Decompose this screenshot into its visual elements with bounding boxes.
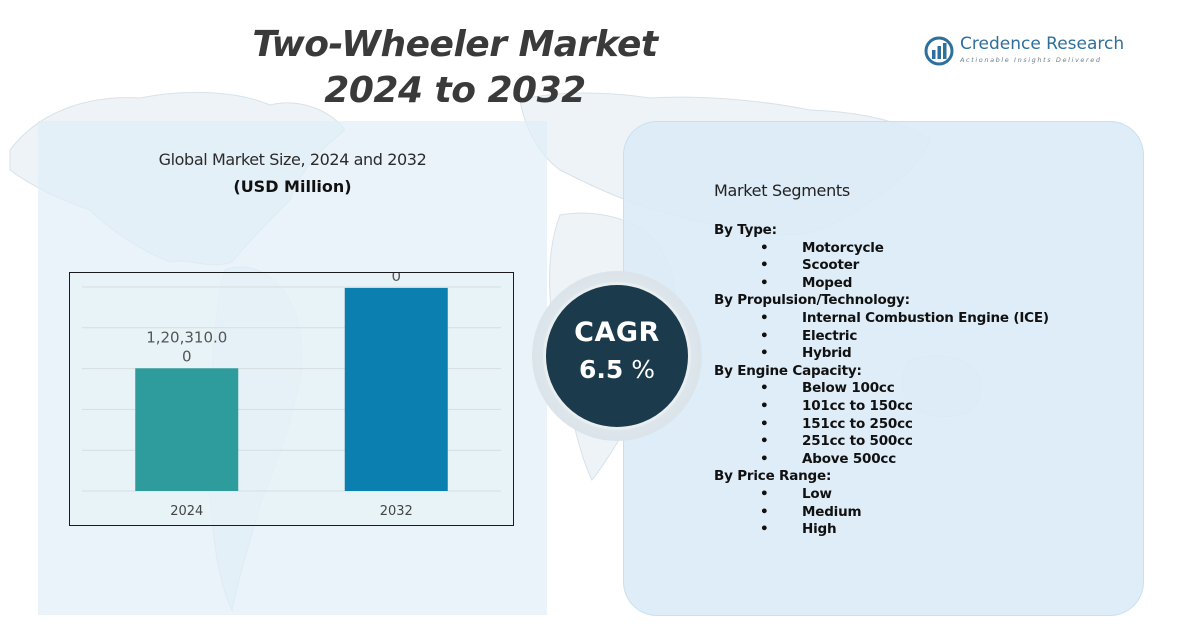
segment-item-label: Medium xyxy=(802,503,862,520)
segment-item-label: Motorcycle xyxy=(802,239,884,256)
segment-item: • Scooter xyxy=(714,257,1114,275)
x-tick-label: 2032 xyxy=(380,504,413,519)
segment-item: • Below 100cc xyxy=(714,380,1114,398)
cagr-value: 6.5 xyxy=(578,355,624,384)
bullet-icon: • xyxy=(760,397,769,414)
segment-group-title: By Price Range: xyxy=(714,468,832,485)
title-line-2: 2024 to 2032 xyxy=(324,70,586,111)
segment-item-label: Internal Combustion Engine (ICE) xyxy=(802,309,1049,326)
chart-title: Global Market Size, 2024 and 2032 xyxy=(158,150,427,169)
segment-item: • Above 500cc xyxy=(714,451,1114,469)
bar-value-label: 1,99,112.50 xyxy=(356,273,437,285)
segment-group-title: By Engine Capacity: xyxy=(714,362,862,379)
segments-heading: Market Segments xyxy=(714,181,850,200)
bullet-icon: • xyxy=(760,274,769,291)
segment-item: • Moped xyxy=(714,275,1114,293)
segment-group-title: By Propulsion/Technology: xyxy=(714,292,910,309)
bar-2024 xyxy=(135,368,239,491)
cagr-label: CAGR xyxy=(574,317,660,348)
segment-item-label: 151cc to 250cc xyxy=(802,415,913,432)
bar-chart: 1,20,310.00 2024 1,99,112.50 2032 xyxy=(82,273,501,519)
bullet-icon: • xyxy=(760,521,769,538)
segment-item: • Electric xyxy=(714,328,1114,346)
bullet-icon: • xyxy=(760,415,769,432)
bullet-icon: • xyxy=(760,345,769,362)
brand-tagline: Actionable Insights Delivered xyxy=(960,56,1102,64)
segment-item-label: Below 100cc xyxy=(802,380,895,397)
bullet-icon: • xyxy=(760,485,769,502)
segment-item: • 251cc to 500cc xyxy=(714,433,1114,451)
segment-item-label: 101cc to 150cc xyxy=(802,397,913,414)
segment-item-label: Above 500cc xyxy=(802,450,897,467)
segment-group-title: By Type: xyxy=(714,222,777,238)
segment-item-label: Hybrid xyxy=(802,345,852,362)
segment-item: • Motorcycle xyxy=(714,240,1114,258)
brand-name: Credence Research xyxy=(960,34,1125,54)
title-line-1: Two-Wheeler Market xyxy=(252,24,658,65)
credence-logo-icon xyxy=(924,36,954,66)
bullet-icon: • xyxy=(760,433,769,450)
bullet-icon: • xyxy=(760,309,769,326)
page-title: Two-Wheeler Market 2024 to 2032 xyxy=(200,22,710,114)
x-tick-label: 2024 xyxy=(170,504,203,519)
bullet-icon: • xyxy=(760,380,769,397)
bullet-icon: • xyxy=(760,239,769,256)
segment-item-label: Electric xyxy=(802,327,858,344)
bullet-icon: • xyxy=(760,450,769,467)
segment-item: • Low xyxy=(714,486,1114,504)
segment-item: • Internal Combustion Engine (ICE) xyxy=(714,310,1114,328)
market-segments-panel xyxy=(623,121,1144,616)
bullet-icon: • xyxy=(760,327,769,344)
bar-chart-frame: 1,20,310.00 2024 1,99,112.50 2032 xyxy=(69,272,514,526)
segment-item-label: Moped xyxy=(802,274,853,291)
bullet-icon: • xyxy=(760,257,769,274)
cagr-value-line: 6.5 % xyxy=(546,355,688,384)
bullet-icon: • xyxy=(760,503,769,520)
segment-item: • High xyxy=(714,521,1114,539)
segment-item-label: Scooter xyxy=(802,257,860,274)
cagr-suffix: % xyxy=(631,355,655,384)
chart-unit: (USD Million) xyxy=(233,177,352,196)
cagr-badge: CAGR 6.5 % xyxy=(543,282,691,430)
brand-logo: Credence Research Actionable Insights De… xyxy=(922,34,1125,68)
bar-value-label: 1,20,310.0 0 xyxy=(146,328,227,365)
bar-2032 xyxy=(344,287,448,491)
segment-item-label: Low xyxy=(802,485,832,502)
segment-item: • Medium xyxy=(714,504,1114,522)
segments-list: By Type: • Motorcycle • Scooter • Moped By Prop… xyxy=(714,222,1114,539)
segment-item: • 151cc to 250cc xyxy=(714,416,1114,434)
segment-item: • Hybrid xyxy=(714,345,1114,363)
segment-item-label: 251cc to 500cc xyxy=(802,433,913,450)
segment-item-label: High xyxy=(802,521,837,538)
segment-item: • 101cc to 150cc xyxy=(714,398,1114,416)
